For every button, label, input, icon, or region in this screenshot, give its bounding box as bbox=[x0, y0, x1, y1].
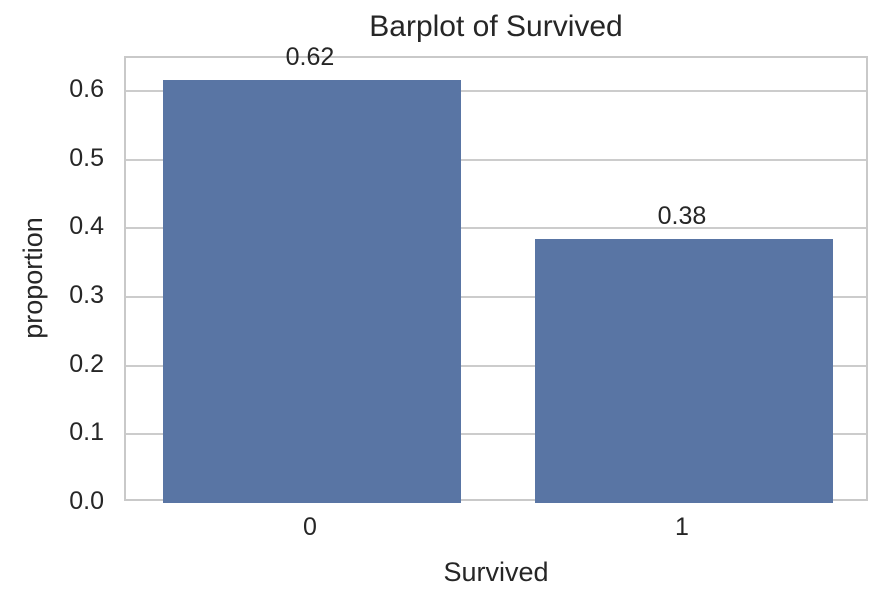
y-tick-label: 0.2 bbox=[69, 349, 104, 378]
y-tick-label: 0.4 bbox=[69, 212, 104, 241]
y-tick-label: 0.3 bbox=[69, 281, 104, 309]
gridline bbox=[126, 227, 866, 230]
bar-1 bbox=[535, 239, 833, 503]
bar-value-label: 0.38 bbox=[657, 202, 707, 231]
chart-title: Barplot of Survived bbox=[369, 10, 623, 43]
bar-0 bbox=[163, 80, 461, 503]
gridline bbox=[126, 90, 866, 92]
plot-area bbox=[124, 56, 868, 503]
y-tick-label: 0.0 bbox=[69, 487, 104, 515]
gridline bbox=[126, 364, 866, 367]
gridline bbox=[126, 433, 866, 436]
y-tick-label: 0.1 bbox=[69, 418, 104, 447]
gridline bbox=[126, 296, 866, 298]
x-tick-label: 0 bbox=[303, 513, 317, 541]
y-tick-label: 0.6 bbox=[69, 75, 104, 103]
x-tick-label: 1 bbox=[675, 513, 689, 541]
x-axis-label: Survived bbox=[443, 557, 549, 587]
gridline bbox=[126, 158, 866, 161]
bar-value-label: 0.62 bbox=[285, 43, 335, 71]
y-tick-label: 0.5 bbox=[69, 143, 104, 172]
